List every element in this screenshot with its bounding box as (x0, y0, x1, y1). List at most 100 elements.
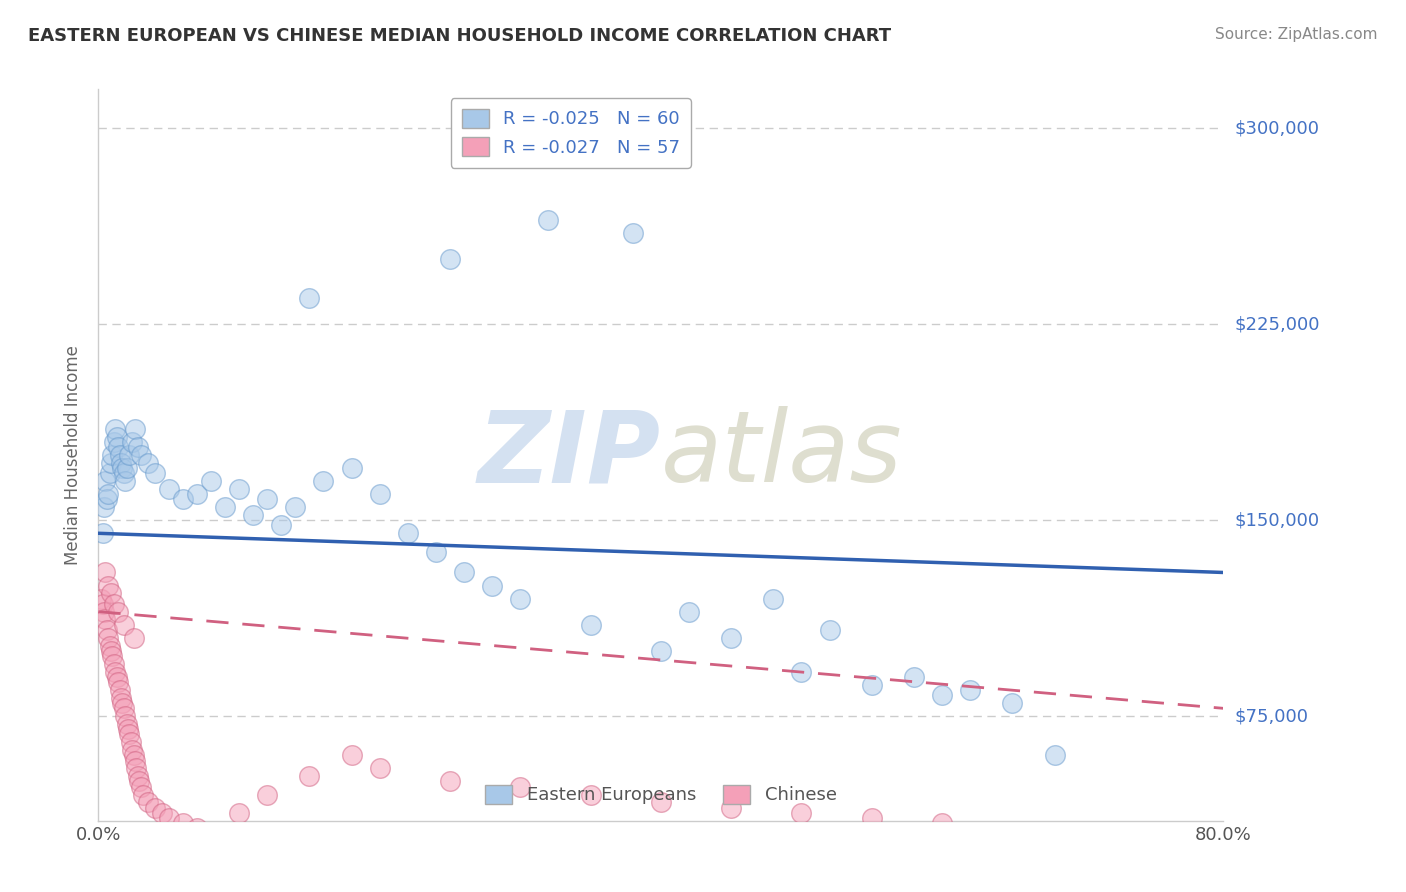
Point (621, 226, 644, 240)
Point (650, 644, 672, 658)
Point (118, 448, 141, 462)
Point (537, 212, 560, 227)
Point (150, 805, 173, 820)
Point (115, 461, 138, 475)
Point (121, 743, 143, 757)
Point (118, 727, 141, 741)
Point (1043, 748, 1066, 763)
Point (143, 800, 166, 814)
Point (98, 639, 121, 653)
Point (860, 811, 883, 825)
Point (115, 717, 138, 731)
Point (107, 440, 129, 454)
Point (481, 578, 503, 592)
Point (136, 456, 159, 470)
Point (186, 487, 208, 501)
Point (368, 761, 391, 775)
Point (157, 811, 180, 825)
Point (104, 665, 127, 679)
Point (91, 526, 114, 541)
Point (579, 788, 602, 802)
Point (104, 422, 127, 436)
Point (214, 500, 236, 515)
Point (136, 796, 159, 810)
Point (96, 492, 118, 507)
Point (186, 822, 208, 836)
Point (111, 461, 134, 475)
Point (103, 657, 125, 671)
Point (903, 670, 925, 684)
Point (108, 448, 131, 462)
Point (127, 440, 149, 454)
Point (112, 701, 135, 715)
Point (103, 434, 125, 449)
Point (103, 597, 125, 611)
Point (124, 422, 146, 436)
Point (256, 492, 278, 507)
Legend: Eastern Europeans, Chinese: Eastern Europeans, Chinese (478, 778, 844, 812)
Text: atlas: atlas (661, 407, 903, 503)
Point (112, 466, 135, 480)
Point (108, 683, 131, 698)
Point (124, 754, 146, 768)
Point (110, 690, 132, 705)
Point (256, 788, 278, 802)
Point (1001, 696, 1024, 710)
Point (298, 769, 321, 783)
Text: $75,000: $75,000 (1234, 707, 1309, 725)
Point (129, 780, 152, 794)
Text: ZIP: ZIP (478, 407, 661, 503)
Point (439, 774, 461, 789)
Point (228, 805, 250, 820)
Point (200, 827, 222, 841)
Point (579, 617, 602, 632)
Point (100, 456, 122, 470)
Point (128, 774, 150, 789)
Point (509, 591, 531, 606)
Point (720, 631, 742, 645)
Point (172, 816, 194, 830)
Point (172, 492, 194, 507)
Point (114, 709, 136, 723)
Point (439, 252, 461, 266)
Point (97, 487, 120, 501)
Point (127, 769, 149, 783)
Point (105, 430, 128, 444)
Point (284, 500, 307, 515)
Point (93, 605, 115, 619)
Point (228, 482, 250, 496)
Point (425, 544, 447, 558)
Point (818, 623, 841, 637)
Point (790, 665, 813, 679)
Point (860, 678, 883, 692)
Point (959, 683, 981, 698)
Point (93, 500, 115, 515)
Point (101, 448, 124, 462)
Point (90, 591, 112, 606)
Point (129, 448, 152, 462)
Point (122, 748, 145, 763)
Text: EASTERN EUROPEAN VS CHINESE MEDIAN HOUSEHOLD INCOME CORRELATION CHART: EASTERN EUROPEAN VS CHINESE MEDIAN HOUSE… (28, 27, 891, 45)
Point (97, 578, 120, 592)
Text: $300,000: $300,000 (1234, 120, 1319, 137)
Point (107, 605, 129, 619)
Point (98, 466, 121, 480)
Point (110, 456, 132, 470)
Point (105, 670, 128, 684)
Point (340, 748, 363, 763)
Point (114, 474, 136, 488)
Point (931, 688, 953, 702)
Point (720, 800, 742, 814)
Text: Source: ZipAtlas.com: Source: ZipAtlas.com (1215, 27, 1378, 42)
Point (132, 788, 155, 802)
Point (650, 796, 672, 810)
Point (368, 487, 391, 501)
Point (678, 605, 700, 619)
Point (94, 474, 117, 488)
Point (762, 591, 785, 606)
Point (298, 291, 321, 305)
Point (270, 518, 292, 533)
Point (125, 761, 148, 775)
Point (120, 735, 142, 749)
Point (91, 597, 114, 611)
